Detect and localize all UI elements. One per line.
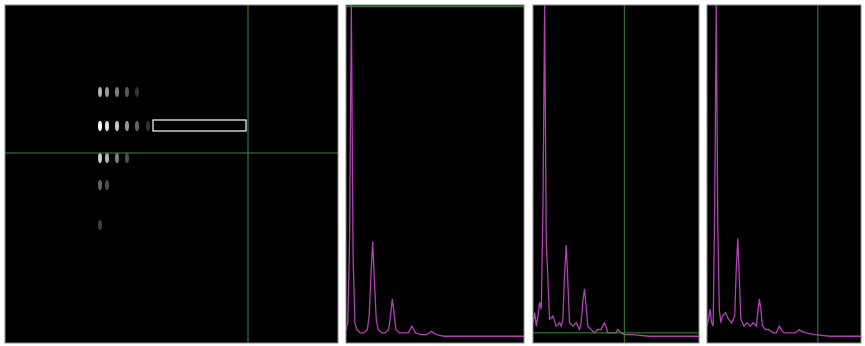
panel-frame	[5, 5, 338, 343]
profile-line	[707, 5, 861, 336]
profile-line	[346, 5, 524, 336]
panel-frame	[533, 5, 699, 343]
cursor-horizontal	[533, 332, 699, 333]
plot-area	[533, 5, 699, 343]
cursor-horizontal	[5, 153, 338, 154]
spot	[115, 153, 119, 163]
spot	[105, 121, 109, 131]
spot	[125, 121, 129, 131]
spot	[98, 180, 102, 190]
spot	[125, 87, 129, 97]
spot	[135, 87, 139, 97]
plot-area	[346, 5, 524, 336]
spot	[105, 87, 109, 97]
cursor-vertical	[817, 5, 818, 343]
spot	[146, 121, 150, 131]
spot	[105, 153, 109, 163]
spot	[115, 87, 119, 97]
spot	[98, 87, 102, 97]
panel-frame	[346, 5, 524, 343]
cursor-vertical	[248, 5, 249, 343]
spot	[98, 220, 102, 230]
cursor-horizontal	[346, 6, 524, 7]
spot	[115, 121, 119, 131]
screen	[0, 0, 865, 346]
roi-box	[153, 120, 246, 131]
plot-area	[707, 5, 861, 343]
spot	[135, 121, 139, 131]
spot	[125, 153, 129, 163]
plot-area	[5, 5, 338, 343]
spot	[98, 121, 102, 131]
spot	[98, 153, 102, 163]
spot	[105, 180, 109, 190]
cursor-vertical	[624, 5, 625, 343]
profile-line	[533, 5, 699, 336]
panel-frame	[707, 5, 861, 343]
